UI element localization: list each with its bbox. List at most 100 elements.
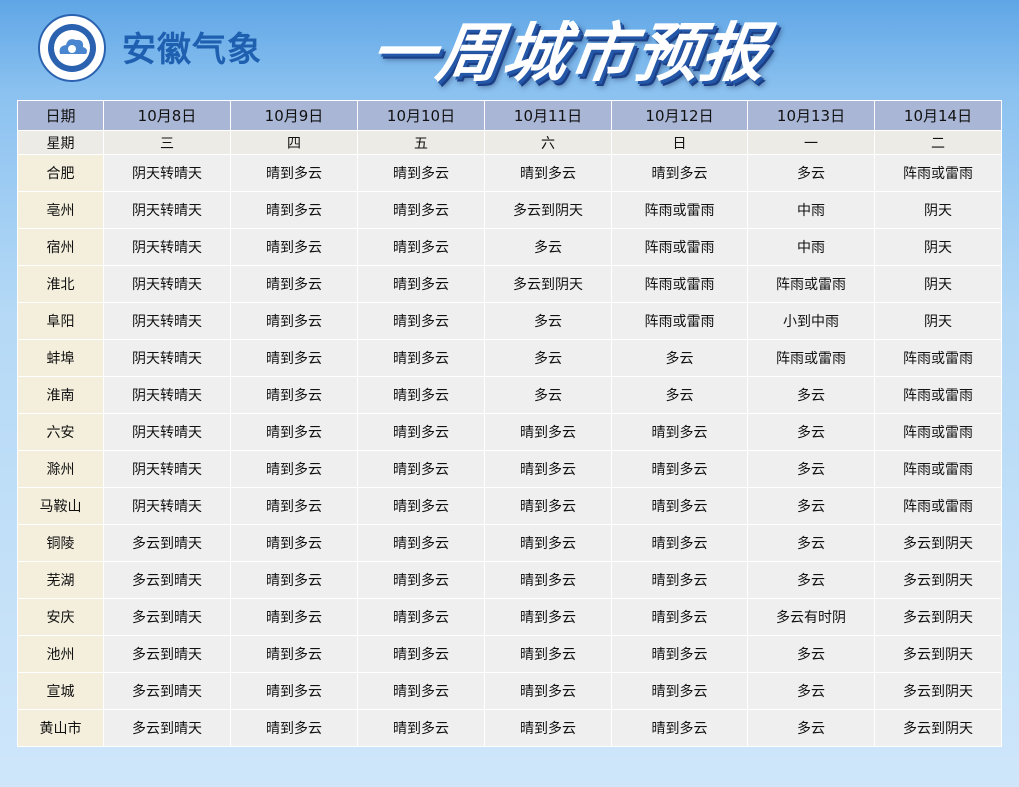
cell: 阴天 xyxy=(874,228,1002,266)
cell: 晴到多云 xyxy=(357,672,485,710)
cell: 多云到晴天 xyxy=(103,561,231,599)
cell: 晴到多云 xyxy=(484,154,612,192)
row-label: 淮北 xyxy=(17,265,104,303)
cell: 晴到多云 xyxy=(357,413,485,451)
row-label: 合肥 xyxy=(17,154,104,192)
cell: 晴到多云 xyxy=(230,709,358,747)
cell: 晴到多云 xyxy=(357,376,485,414)
row-label: 滁州 xyxy=(17,450,104,488)
cell: 多云到阴天 xyxy=(484,191,612,229)
cell: 晴到多云 xyxy=(230,339,358,377)
cell: 阴天转晴天 xyxy=(103,302,231,340)
cell: 10月13日 xyxy=(747,100,875,131)
cell: 多云到阴天 xyxy=(874,524,1002,562)
cell: 晴到多云 xyxy=(484,561,612,599)
cell: 晴到多云 xyxy=(611,672,748,710)
cell: 阵雨或雷雨 xyxy=(874,339,1002,377)
cell: 多云到晴天 xyxy=(103,672,231,710)
cell: 阴天转晴天 xyxy=(103,376,231,414)
cell: 阵雨或雷雨 xyxy=(747,339,875,377)
cell: 三 xyxy=(103,130,231,155)
cell: 10月10日 xyxy=(357,100,485,131)
cell: 多云 xyxy=(484,302,612,340)
cell: 中雨 xyxy=(747,191,875,229)
city-row: 阜阳 阴天转晴天 晴到多云 晴到多云 多云 阵雨或雷雨 小到中雨 阴天 xyxy=(17,302,1002,340)
city-row: 淮北 阴天转晴天 晴到多云 晴到多云 多云到阴天 阵雨或雷雨 阵雨或雷雨 阴天 xyxy=(17,265,1002,303)
city-row: 蚌埠 阴天转晴天 晴到多云 晴到多云 多云 多云 阵雨或雷雨 阵雨或雷雨 xyxy=(17,339,1002,377)
city-row: 马鞍山 阴天转晴天 晴到多云 晴到多云 晴到多云 晴到多云 多云 阵雨或雷雨 xyxy=(17,487,1002,525)
cell: 晴到多云 xyxy=(611,450,748,488)
cell: 阴天转晴天 xyxy=(103,413,231,451)
city-row: 安庆 多云到晴天 晴到多云 晴到多云 晴到多云 晴到多云 多云有时阴 多云到阴天 xyxy=(17,598,1002,636)
cell: 阵雨或雷雨 xyxy=(874,450,1002,488)
cell: 晴到多云 xyxy=(611,635,748,673)
cell: 中雨 xyxy=(747,228,875,266)
cell: 晴到多云 xyxy=(230,450,358,488)
cell: 10月8日 xyxy=(103,100,231,131)
weekday-row: 星期三四五六日一二 xyxy=(17,130,1002,155)
cell: 多云到晴天 xyxy=(103,598,231,636)
row-label: 日期 xyxy=(17,100,104,131)
cell: 小到中雨 xyxy=(747,302,875,340)
brand: 安徽气象 xyxy=(122,30,262,70)
cell: 多云到晴天 xyxy=(103,709,231,747)
row-label: 六安 xyxy=(17,413,104,451)
cell: 晴到多云 xyxy=(357,302,485,340)
row-label: 安庆 xyxy=(17,598,104,636)
cell: 晴到多云 xyxy=(357,561,485,599)
cell: 多云到晴天 xyxy=(103,635,231,673)
cell: 晴到多云 xyxy=(230,154,358,192)
cell: 多云有时阴 xyxy=(747,598,875,636)
city-row: 合肥 阴天转晴天 晴到多云 晴到多云 晴到多云 晴到多云 多云 阵雨或雷雨 xyxy=(17,154,1002,192)
row-label: 星期 xyxy=(17,130,104,155)
cell: 多云 xyxy=(747,413,875,451)
cell: 阴天转晴天 xyxy=(103,487,231,525)
cell: 晴到多云 xyxy=(611,598,748,636)
cell: 阴天转晴天 xyxy=(103,228,231,266)
cell: 多云到阴天 xyxy=(874,561,1002,599)
cell: 一 xyxy=(747,130,875,155)
cell: 晴到多云 xyxy=(357,487,485,525)
row-label: 亳州 xyxy=(17,191,104,229)
cell: 阴天转晴天 xyxy=(103,450,231,488)
cell: 晴到多云 xyxy=(230,672,358,710)
cell: 晴到多云 xyxy=(230,524,358,562)
cell: 多云 xyxy=(484,339,612,377)
cell: 六 xyxy=(484,130,612,155)
cell: 晴到多云 xyxy=(357,450,485,488)
row-label: 马鞍山 xyxy=(17,487,104,525)
city-row: 宿州 阴天转晴天 晴到多云 晴到多云 多云 阵雨或雷雨 中雨 阴天 xyxy=(17,228,1002,266)
cell: 多云到阴天 xyxy=(874,672,1002,710)
row-label: 蚌埠 xyxy=(17,339,104,377)
cell: 晴到多云 xyxy=(357,265,485,303)
cell: 多云 xyxy=(747,524,875,562)
cell: 晴到多云 xyxy=(484,598,612,636)
cell: 多云 xyxy=(747,487,875,525)
city-row: 亳州 阴天转晴天 晴到多云 晴到多云 多云到阴天 阵雨或雷雨 中雨 阴天 xyxy=(17,191,1002,229)
cell: 10月14日 xyxy=(874,100,1002,131)
city-row: 铜陵 多云到晴天 晴到多云 晴到多云 晴到多云 晴到多云 多云 多云到阴天 xyxy=(17,524,1002,562)
city-row: 六安 阴天转晴天 晴到多云 晴到多云 晴到多云 晴到多云 多云 阵雨或雷雨 xyxy=(17,413,1002,451)
city-row: 黄山市 多云到晴天 晴到多云 晴到多云 晴到多云 晴到多云 多云 多云到阴天 xyxy=(17,709,1002,747)
cell: 晴到多云 xyxy=(230,376,358,414)
cell: 晴到多云 xyxy=(611,154,748,192)
cell: 多云 xyxy=(484,376,612,414)
cell: 多云 xyxy=(747,561,875,599)
cell: 多云 xyxy=(611,376,748,414)
cell: 晴到多云 xyxy=(357,635,485,673)
cell: 多云到阴天 xyxy=(874,635,1002,673)
cell: 多云到阴天 xyxy=(874,598,1002,636)
cell: 晴到多云 xyxy=(230,635,358,673)
cell: 阴天 xyxy=(874,265,1002,303)
row-label: 芜湖 xyxy=(17,561,104,599)
cell: 晴到多云 xyxy=(357,228,485,266)
cell: 阵雨或雷雨 xyxy=(611,302,748,340)
cell: 晴到多云 xyxy=(611,561,748,599)
cell: 阴天 xyxy=(874,191,1002,229)
cell: 多云 xyxy=(611,339,748,377)
cell: 晴到多云 xyxy=(484,524,612,562)
cell: 晴到多云 xyxy=(230,598,358,636)
cell: 多云 xyxy=(747,376,875,414)
row-label: 黄山市 xyxy=(17,709,104,747)
